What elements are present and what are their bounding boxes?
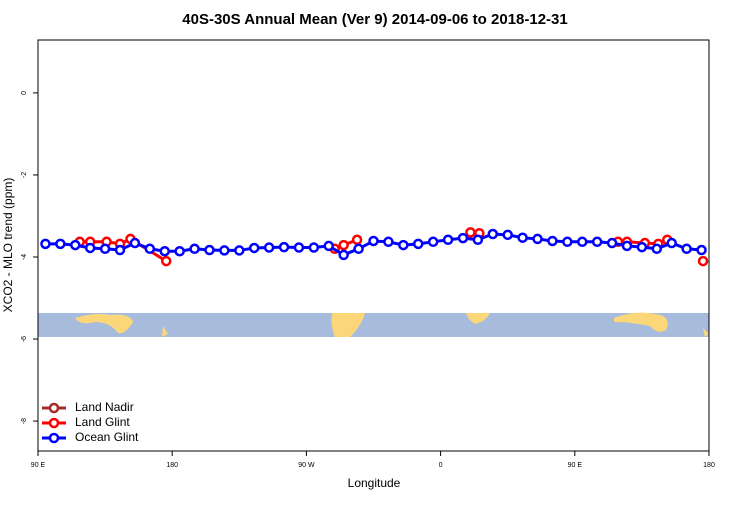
data-point bbox=[502, 229, 513, 241]
data-point bbox=[234, 245, 245, 256]
data-point bbox=[99, 243, 111, 255]
data-point bbox=[562, 236, 573, 248]
data-point bbox=[383, 236, 394, 248]
y-tick-label: -4 bbox=[21, 254, 28, 260]
y-tick-label: -6 bbox=[21, 336, 28, 342]
data-point bbox=[70, 239, 81, 251]
data-point bbox=[547, 235, 558, 247]
data-point bbox=[40, 238, 51, 250]
data-point bbox=[696, 244, 707, 256]
data-point bbox=[353, 243, 364, 255]
x-tick-label: 90 E bbox=[568, 462, 583, 469]
x-axis-label: Longitude bbox=[348, 476, 401, 490]
map-strip bbox=[38, 312, 709, 337]
x-tick-label: 0 bbox=[439, 462, 443, 469]
data-point bbox=[338, 239, 349, 251]
data-point bbox=[204, 244, 215, 256]
legend-marker bbox=[48, 432, 60, 444]
data-point bbox=[465, 227, 476, 238]
data-point bbox=[398, 239, 409, 251]
plot-frame bbox=[37, 39, 710, 452]
y-axis-label: XCO2 - MLO trend (ppm) bbox=[1, 178, 15, 313]
data-point bbox=[577, 236, 588, 248]
data-point bbox=[160, 255, 172, 267]
data-point bbox=[636, 241, 648, 253]
data-point bbox=[591, 236, 603, 248]
x-tick-label: 180 bbox=[703, 462, 715, 469]
data-point bbox=[55, 238, 66, 250]
data-point bbox=[219, 245, 230, 256]
legend-label: Land Glint bbox=[75, 415, 130, 429]
data-point bbox=[351, 234, 363, 246]
data-point bbox=[697, 255, 709, 267]
data-point bbox=[651, 243, 663, 255]
data-point bbox=[129, 237, 141, 249]
data-point bbox=[338, 249, 349, 261]
data-point bbox=[487, 228, 499, 240]
legend-marker bbox=[48, 417, 60, 429]
x-tick-label: 180 bbox=[166, 462, 178, 469]
legend-label: Ocean Glint bbox=[75, 430, 139, 444]
chart-title: 40S-30S Annual Mean (Ver 9) 2014-09-06 t… bbox=[182, 11, 567, 28]
data-point bbox=[174, 245, 185, 257]
data-point bbox=[189, 243, 200, 255]
data-point bbox=[293, 242, 305, 253]
data-point bbox=[442, 234, 454, 246]
data-point bbox=[472, 234, 484, 246]
y-tick-label: 0 bbox=[21, 91, 28, 95]
data-point bbox=[621, 240, 633, 252]
data-point bbox=[308, 242, 320, 253]
data-point bbox=[323, 240, 335, 252]
data-point bbox=[248, 242, 260, 254]
data-point bbox=[666, 237, 677, 249]
data-point bbox=[427, 236, 439, 248]
x-tick-label: 90 E bbox=[31, 462, 46, 469]
data-point bbox=[457, 232, 469, 244]
data-point bbox=[532, 233, 543, 245]
data-point bbox=[144, 243, 156, 255]
y-tick-label: -2 bbox=[21, 172, 28, 178]
legend-marker bbox=[48, 402, 60, 414]
data-point bbox=[84, 242, 96, 254]
data-point bbox=[278, 241, 290, 253]
data-point bbox=[159, 245, 170, 257]
legend-label: Land Nadir bbox=[75, 400, 134, 414]
data-point bbox=[681, 243, 692, 255]
y-tick-label: -8 bbox=[21, 418, 28, 424]
data-point bbox=[412, 238, 424, 250]
data-point bbox=[114, 244, 126, 256]
x-tick-label: 90 W bbox=[298, 462, 315, 469]
data-point bbox=[517, 232, 528, 243]
data-point bbox=[606, 237, 618, 249]
data-point bbox=[368, 235, 379, 247]
data-point bbox=[263, 242, 275, 253]
